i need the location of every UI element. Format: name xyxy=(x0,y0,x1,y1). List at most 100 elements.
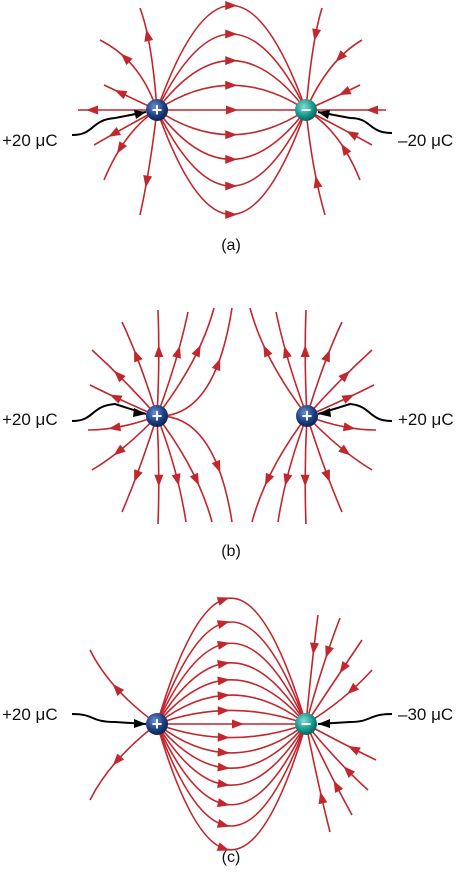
field-line-a-in-1-arrow xyxy=(310,28,321,41)
field-line-a-bottom-0-line xyxy=(157,110,306,135)
field-line-b-right-9-arrow xyxy=(301,475,310,487)
field-line-b-right-0-line xyxy=(307,322,342,416)
field-line-b-right-1-arrow xyxy=(301,345,310,357)
field-line-a-out-1-arrow xyxy=(142,28,153,42)
caption-b: (b) xyxy=(221,543,241,560)
field-line-b-right-11-arrow xyxy=(261,473,274,488)
field-line-c-bottom-0-line xyxy=(157,724,306,738)
field-line-c-in-4-arrow xyxy=(346,742,361,755)
field-line-a-in-3-arrow xyxy=(337,141,351,156)
charge-sign-right-c: − xyxy=(301,714,312,734)
field-line-a-bottom-2-line xyxy=(157,110,306,186)
field-line-b-right-2-line xyxy=(276,312,307,416)
field-line-b-right-5-line xyxy=(307,385,374,416)
pointer-left-charge-a xyxy=(72,112,146,135)
charge-sign-left-b: + xyxy=(152,406,163,426)
field-line-b-left-2-line xyxy=(157,312,188,416)
field-line-b-right-10-line xyxy=(278,416,307,522)
charge-label-right-c: –30 μC xyxy=(398,705,453,724)
field-line-b-left-mid-down-arrow xyxy=(212,460,225,474)
field-line-c-top-6-arrow xyxy=(217,593,231,605)
field-line-b-right-0-arrow xyxy=(321,348,334,362)
charge-right-b: + xyxy=(296,405,318,427)
field-line-a-axis-arrow-left xyxy=(86,106,98,115)
field-line-a-in-0-line xyxy=(306,40,362,110)
field-line-a-out-1-line xyxy=(140,8,157,110)
field-line-a-axis-arrow-mid xyxy=(226,106,238,115)
field-line-b-left-7-line xyxy=(92,416,157,470)
field-line-a-top-2-line xyxy=(157,34,306,110)
panel-b-arrows xyxy=(108,343,357,488)
field-line-b-left-1-line xyxy=(157,310,159,416)
charge-left-a: + xyxy=(146,99,168,121)
field-line-a-top-0-arrow xyxy=(225,81,237,90)
panel-b: + + +20 μC +20 μC (b) xyxy=(2,308,454,560)
charge-label-left-c: +20 μC xyxy=(2,705,58,724)
field-line-c-in-4-line xyxy=(306,724,376,760)
field-line-b-left-10-arrow xyxy=(172,473,184,487)
charge-right-c: − xyxy=(295,713,317,735)
field-line-b-left-11-arrow xyxy=(190,473,203,488)
field-line-a-bottom-2-arrow xyxy=(225,182,237,191)
field-line-c-bottom-1-arrow xyxy=(217,748,230,758)
field-line-b-right-5-arrow xyxy=(342,391,357,404)
field-line-a-out-3-arrow xyxy=(113,141,127,156)
field-line-a-in-5-arrow xyxy=(344,127,359,141)
field-line-c-top-6-line xyxy=(157,598,306,724)
field-line-a-out-2-arrow xyxy=(113,86,128,99)
field-line-b-right-8-arrow xyxy=(321,469,334,483)
field-line-a-top-2-arrow xyxy=(225,30,237,39)
field-line-c-in-3-line xyxy=(306,670,372,724)
panel-b-field-lines xyxy=(88,308,376,524)
field-line-b-left-mid-up-arrow xyxy=(212,357,225,371)
field-line-a-top-0-line xyxy=(157,85,306,110)
caption-c: (c) xyxy=(222,849,241,866)
field-line-b-left-1-arrow xyxy=(154,345,163,357)
charge-sign-left-c: + xyxy=(152,714,163,734)
field-line-b-right-4-line xyxy=(307,350,372,416)
field-line-b-left-11-line xyxy=(157,416,212,522)
field-line-a-bottom-1-arrow xyxy=(225,155,237,164)
field-line-b-right-2-arrow xyxy=(280,345,292,359)
field-line-a-top-3-arrow xyxy=(225,1,237,10)
field-line-b-right-3-arrow xyxy=(259,343,272,358)
field-line-b-right-9-line xyxy=(305,416,307,524)
field-line-c-in-7-line xyxy=(306,724,330,832)
charge-sign-right-a: − xyxy=(301,100,312,120)
field-line-b-left-5-line xyxy=(90,385,157,416)
field-line-a-top-1-arrow xyxy=(225,56,237,65)
field-line-b-left-0-arrow xyxy=(130,348,143,362)
charge-sign-left-a: + xyxy=(152,100,163,120)
field-line-b-left-10-line xyxy=(157,416,186,522)
field-line-c-top-0-line xyxy=(157,710,306,724)
field-line-c-top-0-arrow xyxy=(218,706,230,715)
field-line-c-bottom-4-line xyxy=(157,724,306,805)
field-line-b-right-1-line xyxy=(305,310,307,416)
caption-a: (a) xyxy=(221,237,241,254)
field-line-c-in-1-arrow xyxy=(321,645,333,659)
charge-label-right-b: +20 μC xyxy=(398,410,454,429)
field-line-b-left-8-line xyxy=(122,416,157,512)
field-line-a-out-0-line xyxy=(100,40,157,110)
field-line-c-in-5-line xyxy=(306,724,368,790)
field-line-b-left-3-arrow xyxy=(192,343,205,358)
field-line-b-left-9-line xyxy=(157,416,159,524)
field-line-b-right-11-line xyxy=(252,416,307,522)
field-line-b-right-7-line xyxy=(307,416,372,470)
field-line-c-in-7-arrow xyxy=(316,791,327,805)
charge-right-a: − xyxy=(295,99,317,121)
field-line-a-in-2-arrow xyxy=(337,86,352,99)
field-line-c-top-2-arrow xyxy=(217,675,230,685)
field-line-c-bottom-0-arrow xyxy=(218,733,230,742)
field-line-a-bottom-3-line xyxy=(157,110,306,215)
charge-label-left-a: +20 μC xyxy=(2,131,58,150)
field-line-b-right-10-arrow xyxy=(281,473,293,487)
panel-c: + − +20 μC –30 μC (c) xyxy=(2,593,453,866)
field-line-a-top-3-line xyxy=(157,6,306,111)
field-line-b-right-8-line xyxy=(307,416,342,512)
field-line-a-in-4-arrow xyxy=(311,175,322,189)
pointer-arrowhead-right-c xyxy=(318,719,330,728)
field-line-b-left-2-arrow xyxy=(172,345,184,359)
field-line-b-left-9-arrow xyxy=(154,475,163,487)
